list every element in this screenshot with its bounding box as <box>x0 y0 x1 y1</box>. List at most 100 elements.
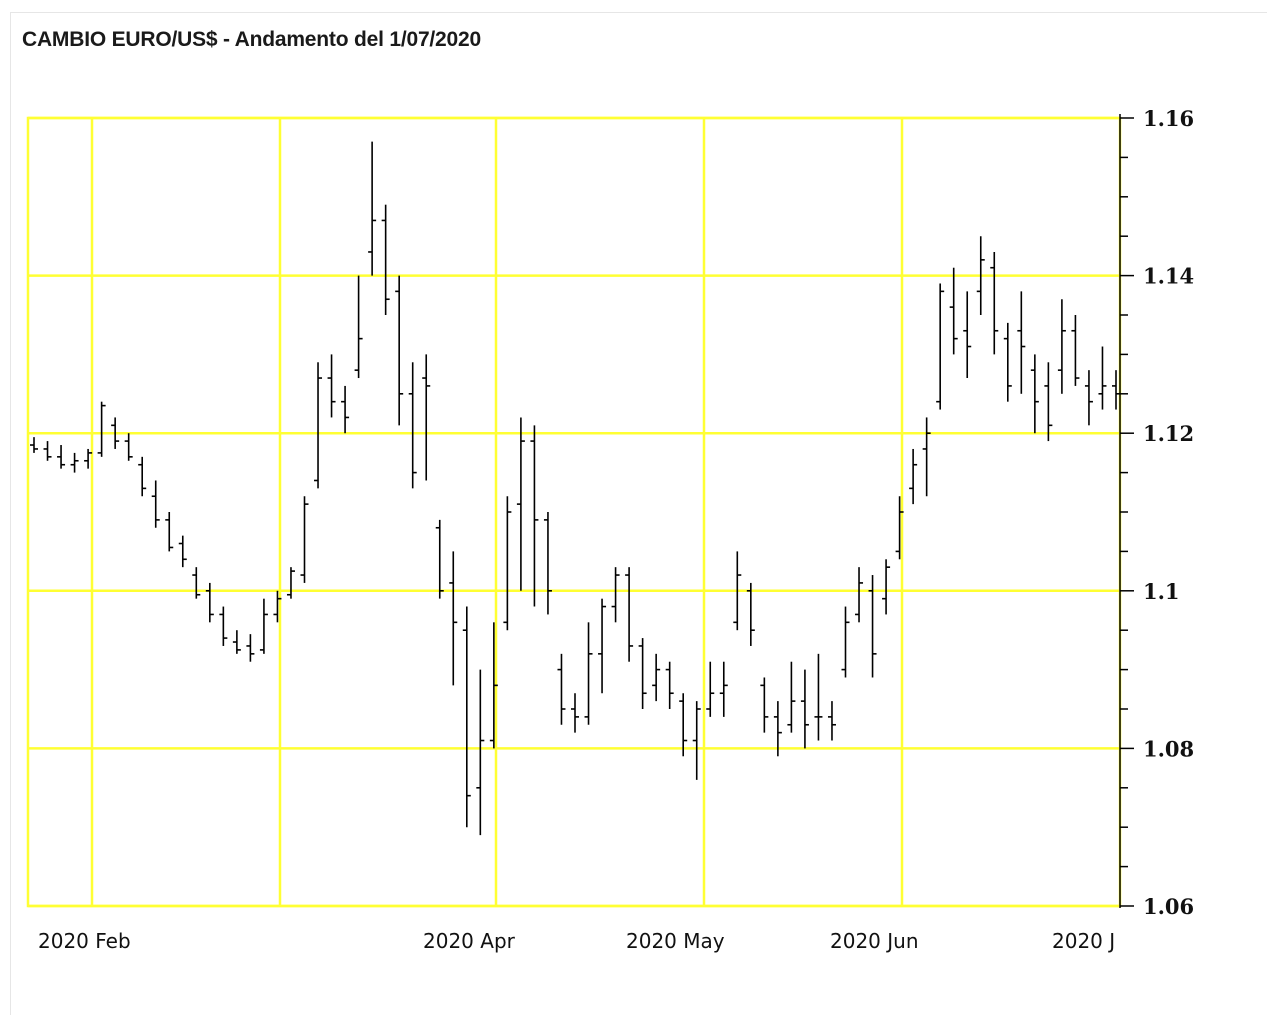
x-tick-label: 2020 J <box>1052 929 1115 953</box>
ohlc-bar <box>868 575 877 678</box>
ohlc-bar <box>219 606 228 646</box>
ohlc-bar <box>571 693 579 733</box>
ohlc-bar <box>111 417 120 449</box>
ohlc-bar <box>381 204 390 315</box>
ohlc-bar <box>300 496 309 583</box>
ohlc-bar <box>949 267 958 355</box>
ohlc-bar <box>1017 291 1026 394</box>
ohlc-bar <box>679 693 688 757</box>
ohlc-bar <box>909 448 918 505</box>
y-tick-labels: 1.16 1.14 1.12 1.1 1.08 1.06 <box>1143 106 1194 919</box>
ohlc-bar <box>354 275 363 379</box>
ohlc-bar <box>638 638 647 709</box>
ohlc-bar <box>706 661 715 717</box>
ohlc-bar <box>286 567 295 599</box>
x-tick-label: 2020 Jun <box>830 929 919 953</box>
ohlc-bar <box>435 519 444 599</box>
ohlc-bar <box>70 452 79 473</box>
ohlc-bar <box>1098 346 1107 410</box>
plot-border <box>26 116 1122 908</box>
ohlc-bar <box>205 582 214 623</box>
ohlc-bar <box>895 496 904 560</box>
ohlc-bar <box>976 236 985 315</box>
ohlc-bar <box>814 653 823 741</box>
ohlc-bar <box>598 598 607 694</box>
ohlc-bar <box>530 425 539 607</box>
ohlc-bar <box>990 251 999 355</box>
ohlc-bar <box>449 551 458 686</box>
ohlc-bar <box>611 567 620 623</box>
ohlc-bars <box>30 141 1120 836</box>
ohlc-bar <box>273 590 282 623</box>
ohlc-bar <box>314 362 323 489</box>
ohlc-bar <box>557 653 566 725</box>
ohlc-bar <box>151 480 160 528</box>
ohlc-bar <box>787 661 796 733</box>
ohlc-bar <box>665 661 674 709</box>
ohlc-bar <box>341 385 350 434</box>
x-tick-label: 2020 Apr <box>423 929 516 953</box>
x-tick-label: 2020 May <box>626 929 725 953</box>
y-tick-label: 1.1 <box>1143 579 1180 604</box>
ohlc-bar <box>760 677 769 733</box>
ohlc-bar <box>719 661 728 717</box>
ohlc-bar <box>476 669 485 836</box>
ohlc-bar <box>30 437 38 453</box>
ohlc-bar <box>259 598 268 654</box>
ohlc-bar <box>652 653 661 702</box>
ohlc-bar <box>1003 322 1012 402</box>
y-axis <box>1119 114 1134 908</box>
ohlc-bar <box>841 606 850 678</box>
ohlc-bar <box>503 496 512 631</box>
ohlc-bar <box>584 622 593 725</box>
ohlc-bar <box>543 512 552 615</box>
ohlc-bar <box>855 567 864 623</box>
ohlc-bar <box>1057 299 1066 394</box>
ohlc-bar <box>963 291 972 379</box>
y-tick-label: 1.12 <box>1143 421 1194 446</box>
chart-frame <box>10 12 1267 1015</box>
ohlc-bar <box>84 448 93 469</box>
y-tick-label: 1.08 <box>1143 736 1194 761</box>
ohlc-bar <box>462 606 471 828</box>
y-tick-label: 1.14 <box>1143 264 1194 289</box>
ohlc-bar <box>1044 362 1053 442</box>
ohlc-bar <box>368 141 377 276</box>
ohlc-bar <box>43 441 52 461</box>
ohlc-bar <box>97 401 106 457</box>
ohlc-bar <box>746 582 755 646</box>
ohlc-bar <box>395 275 404 426</box>
chart-title: CAMBIO EURO/US$ - Andamento del 1/07/202… <box>22 28 481 51</box>
ohlc-bar <box>232 630 241 654</box>
ohlc-bar <box>327 354 336 418</box>
x-tick-labels: 2020 Feb 2020 Apr 2020 May 2020 Jun 2020 J <box>38 929 1115 953</box>
ohlc-bar <box>882 559 891 615</box>
ohlc-bar <box>1071 315 1080 386</box>
ohlc-bar <box>57 445 66 469</box>
ohlc-bar <box>124 433 133 461</box>
ohlc-bar <box>922 417 931 497</box>
ohlc-bar <box>800 669 809 749</box>
ohlc-bar <box>936 283 945 410</box>
ohlc-bar <box>489 622 498 749</box>
y-tick-label: 1.06 <box>1143 894 1194 919</box>
ohlc-bar <box>827 701 836 741</box>
ohlc-bar <box>408 362 417 489</box>
ohlc-bar <box>1030 354 1039 434</box>
ohlc-bar <box>165 512 174 552</box>
y-tick-label: 1.16 <box>1143 106 1194 131</box>
ohlc-bar <box>192 567 201 599</box>
ohlc-bar <box>516 417 525 591</box>
ohlc-bar <box>246 634 255 662</box>
ohlc-bar <box>625 567 634 662</box>
ohlc-bar <box>733 551 742 631</box>
grid <box>26 116 1122 908</box>
ohlc-bar <box>178 535 187 568</box>
x-tick-label: 2020 Feb <box>38 929 131 953</box>
ohlc-bar <box>692 701 701 780</box>
ohlc-bar <box>773 701 782 757</box>
ohlc-bar <box>1084 370 1093 426</box>
ohlc-bar <box>422 354 431 481</box>
ohlc-bar <box>138 456 147 497</box>
